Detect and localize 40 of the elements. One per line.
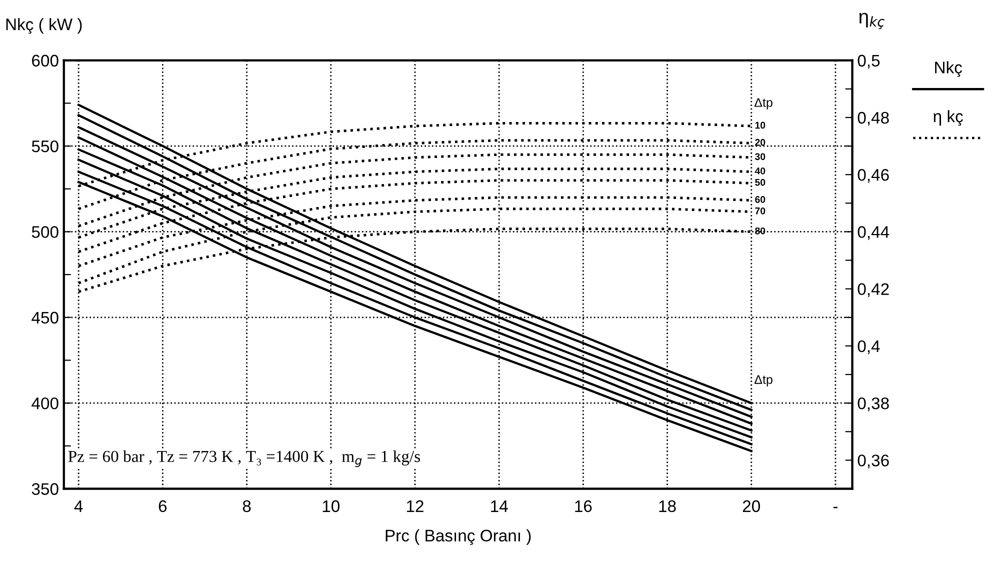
y2-tick-label: 0,46 — [858, 169, 889, 183]
text: η kç — [934, 110, 963, 126]
series-label: 40 — [754, 167, 766, 174]
annotation: Δtp — [754, 375, 772, 386]
y-tick-label: 400 — [32, 397, 58, 410]
x-axis-title: Prc ( Basınç Oranı ) — [386, 529, 531, 545]
y-tick-label: 450 — [32, 312, 58, 324]
x-tick-label: 6 — [158, 500, 167, 512]
annotation: Δtp — [754, 98, 772, 110]
y-tick-label: 350 — [32, 483, 58, 495]
y-tick-label: 600 — [32, 54, 58, 67]
y2-tick-label: 0,42 — [858, 283, 889, 298]
y2-tick-label: 0,38 — [858, 397, 889, 412]
x-tick-label: 4 — [74, 500, 83, 512]
y2-tick-label: 0,5 — [858, 54, 880, 69]
x-tick-label: 10 — [322, 500, 340, 512]
y2-tick-label: 0,36 — [858, 454, 889, 468]
x-tick-label: 12 — [406, 500, 424, 512]
y2-tick-label: 0,44 — [858, 226, 890, 240]
x-tick-label: - — [833, 506, 838, 508]
series-label: 80 — [755, 227, 766, 234]
series-label: 50 — [755, 178, 766, 186]
y-axis-title: Nkç ( kW ) — [6, 18, 82, 34]
y2-tick-label: 0,4 — [858, 340, 880, 354]
series-label: 60 — [755, 196, 766, 203]
y-tick-label: 550 — [32, 140, 58, 152]
x-tick-label: 18 — [659, 500, 676, 512]
series-label: 10 — [755, 122, 766, 129]
y2-tick-label: 0,48 — [858, 112, 889, 126]
annotation: Pz = 60 bar , Tz = 773 K , T₃ =1400 K , m$_{g}$ = 1 kg/s — [68, 450, 420, 468]
series-label: 30 — [754, 153, 766, 160]
x-tick-label: 20 — [742, 500, 760, 512]
y2-axis-title: η$_{kç}$ — [859, 12, 884, 30]
x-tick-label: 8 — [242, 500, 251, 512]
x-tick-label: 16 — [575, 500, 592, 512]
y-tick-label: 500 — [32, 226, 58, 238]
series-label: 20 — [755, 138, 766, 146]
x-tick-label: 14 — [491, 500, 508, 512]
series-label: 70 — [755, 207, 766, 214]
text: Nkç — [935, 61, 962, 77]
